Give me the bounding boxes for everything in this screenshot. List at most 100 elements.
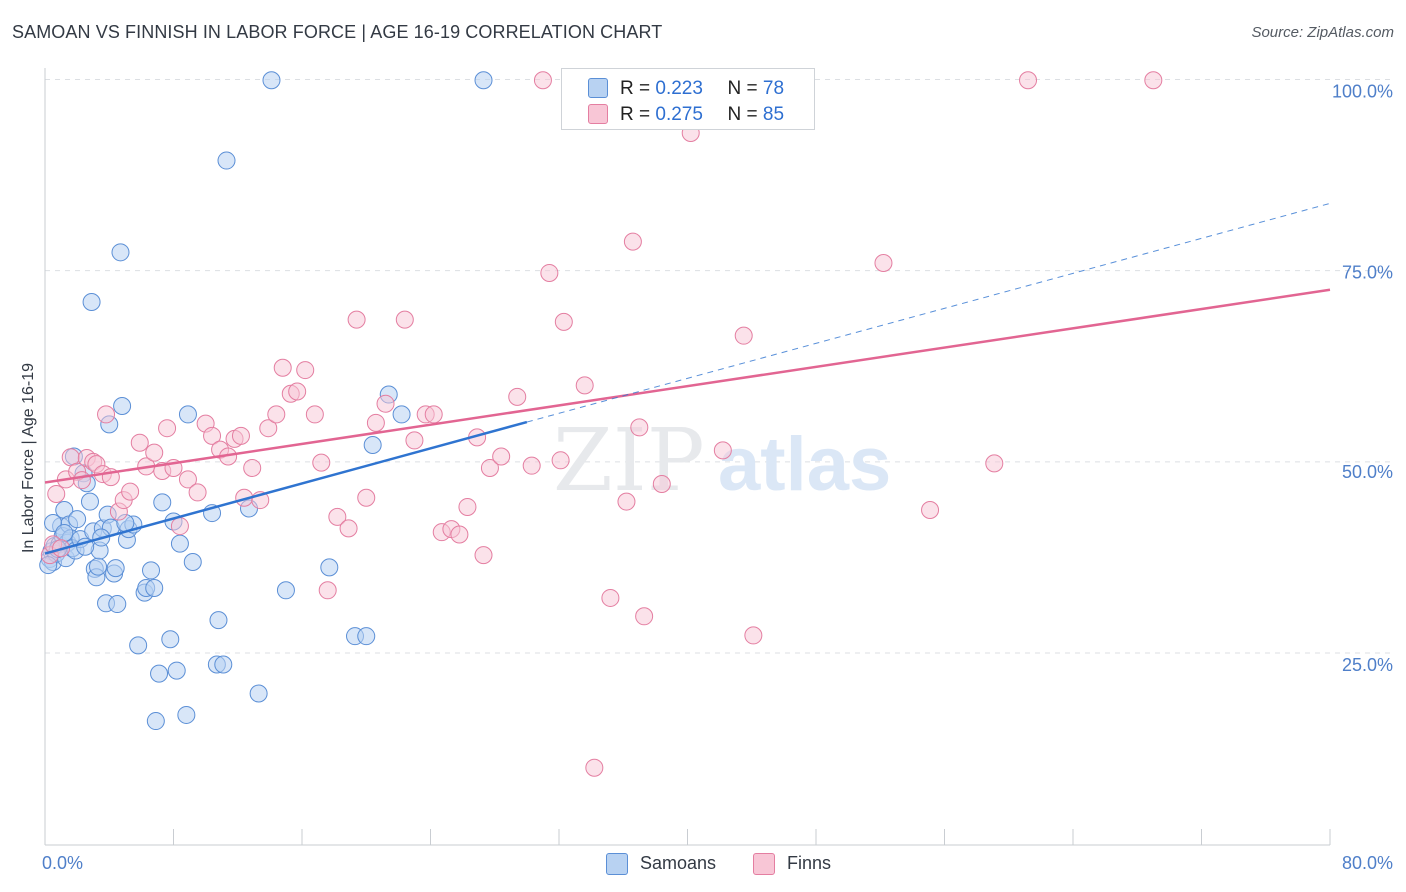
finns-point xyxy=(635,607,654,626)
samoans-point xyxy=(68,510,87,529)
samoans-trend-extension xyxy=(526,202,1331,423)
samoans-point xyxy=(178,405,197,424)
finns-point xyxy=(259,419,278,438)
finns-point xyxy=(158,419,177,438)
r-label: R = xyxy=(620,104,651,125)
samoans-point xyxy=(214,655,233,674)
finns-point xyxy=(296,361,315,380)
samoans-trend-line xyxy=(44,420,528,555)
y-tick-label: 50.0% xyxy=(1342,462,1393,482)
finns-point xyxy=(617,492,636,511)
finns-point xyxy=(347,310,366,329)
samoans-r-value: 0.223 xyxy=(655,78,703,99)
samoans-point xyxy=(276,581,295,600)
samoans-point xyxy=(111,243,130,262)
finns-point xyxy=(921,501,940,520)
finns-trend-line xyxy=(44,288,1331,484)
finns-point xyxy=(339,519,358,538)
samoans-point xyxy=(167,661,186,680)
finns-point xyxy=(480,458,499,477)
y-tick-label: 25.0% xyxy=(1342,655,1393,675)
gridlines xyxy=(45,79,1395,654)
finns-point xyxy=(744,626,763,645)
samoans-point xyxy=(146,712,165,731)
samoans-point xyxy=(113,397,132,416)
samoans-n-value: 78 xyxy=(762,78,785,99)
samoans-point xyxy=(82,293,101,312)
finns-point xyxy=(551,451,570,470)
samoans-point xyxy=(80,492,99,511)
r-label: R = xyxy=(620,78,651,99)
finns-point xyxy=(312,453,331,472)
samoans-point xyxy=(129,636,148,655)
finns-point xyxy=(366,413,385,432)
finns-point xyxy=(72,471,91,490)
finns-point xyxy=(450,525,469,544)
finns-point xyxy=(47,484,66,503)
samoans-point xyxy=(474,71,493,90)
finns-point xyxy=(328,507,347,526)
finns-point xyxy=(474,546,493,565)
finns-point xyxy=(424,405,443,424)
finns-r-value: 0.275 xyxy=(655,104,703,125)
finns-point xyxy=(170,517,189,536)
samoans-legend-swatch xyxy=(606,853,628,875)
samoans-point xyxy=(209,611,228,630)
n-label: N = xyxy=(727,104,758,125)
finns-point xyxy=(522,456,541,475)
samoans-point xyxy=(170,534,189,553)
finns-point xyxy=(575,376,594,395)
finns-point xyxy=(623,232,642,251)
finns-point xyxy=(395,310,414,329)
finns-point xyxy=(874,254,893,273)
finns-point xyxy=(405,431,424,450)
samoans-point xyxy=(217,151,236,170)
finns-point xyxy=(273,358,292,377)
finns-point xyxy=(1019,71,1038,90)
samoans-point xyxy=(145,579,164,598)
samoans-point xyxy=(153,493,172,512)
y-tick-label: 100.0% xyxy=(1332,82,1393,102)
n-label: N = xyxy=(727,78,758,99)
finns-point xyxy=(376,394,395,413)
finns-point xyxy=(508,387,527,406)
axes xyxy=(44,68,1331,846)
samoans-point xyxy=(392,405,411,424)
finns-point xyxy=(188,483,207,502)
x-tick-label-min: 0.0% xyxy=(42,853,83,873)
finns-point xyxy=(97,405,116,424)
finns-point xyxy=(267,405,286,424)
samoans-point xyxy=(363,436,382,455)
finns-point xyxy=(121,482,140,501)
samoans-point xyxy=(320,558,339,577)
y-tick-label: 75.0% xyxy=(1342,263,1393,283)
finns-point xyxy=(357,488,376,507)
samoans-point xyxy=(44,514,63,533)
samoans-point xyxy=(177,705,196,724)
finns-point xyxy=(178,470,197,489)
finns-legend-swatch xyxy=(753,853,775,875)
finns-point xyxy=(985,454,1004,473)
finns-point xyxy=(533,71,552,90)
samoans-point xyxy=(108,595,127,614)
samoans-point xyxy=(249,684,268,703)
finns-point xyxy=(231,426,250,445)
chart-title: SAMOAN VS FINNISH IN LABOR FORCE | AGE 1… xyxy=(12,22,663,42)
trend-lines xyxy=(44,202,1331,555)
finns-point xyxy=(288,382,307,401)
x-tick-label-max: 80.0% xyxy=(1342,853,1393,873)
finns-point xyxy=(601,588,620,607)
correlation-legend: R = 0.223 N = 78 R = 0.275 N = 85 xyxy=(561,68,815,130)
tick-labels: 25.0% 50.0% 75.0% 100.0% 0.0% 80.0% xyxy=(42,82,1393,874)
watermark-atlas: atlas xyxy=(718,422,891,507)
samoans-point xyxy=(150,664,169,683)
samoans-point xyxy=(89,557,108,576)
finns-swatch xyxy=(588,104,608,124)
samoans-swatch xyxy=(588,78,608,98)
finns-legend-label: Finns xyxy=(787,853,832,873)
samoans-legend-label: Samoans xyxy=(640,853,717,873)
finns-point xyxy=(585,758,604,777)
series-legend: Samoans Finns xyxy=(0,852,1406,878)
finns-point xyxy=(652,475,671,494)
